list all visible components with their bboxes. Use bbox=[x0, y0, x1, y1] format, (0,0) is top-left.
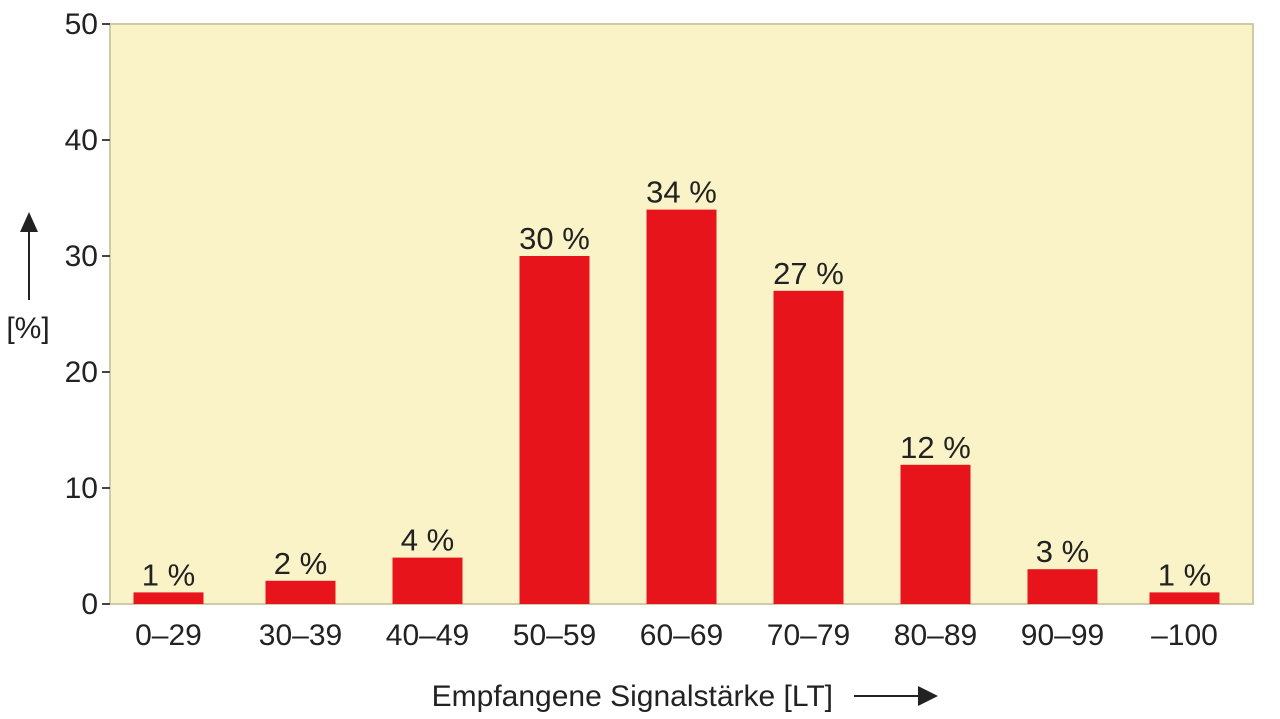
x-tick-label: 80–89 bbox=[894, 619, 977, 652]
y-tick-label: 40 bbox=[65, 124, 98, 157]
bar bbox=[1149, 592, 1220, 604]
x-tick-label: 30–39 bbox=[259, 619, 342, 652]
x-tick-label: 60–69 bbox=[640, 619, 723, 652]
bar bbox=[1027, 569, 1098, 604]
y-axis-arrow bbox=[20, 212, 38, 300]
y-tick-label: 20 bbox=[65, 356, 98, 389]
bars-group: 1 % 2 % 4 % 30 % 34 % 27 % 12 % 3 % 1 % bbox=[133, 175, 1220, 604]
x-axis-title: Empfangene Signalstärke [LT] bbox=[432, 680, 833, 713]
x-tick-label: 0–29 bbox=[135, 619, 202, 652]
y-axis: 0 10 20 30 40 50 bbox=[65, 8, 110, 621]
y-tick-label: 30 bbox=[65, 240, 98, 273]
y-tick-label: 10 bbox=[65, 472, 98, 505]
x-tick-label: –100 bbox=[1151, 619, 1218, 652]
bar bbox=[133, 592, 204, 604]
x-axis-arrow bbox=[854, 686, 938, 706]
bar-data-label: 3 % bbox=[1036, 534, 1089, 569]
y-tick-label: 0 bbox=[81, 588, 98, 621]
x-axis: 0–29 30–39 40–49 50–59 60–69 70–79 80–89 90–99 –… bbox=[135, 619, 1218, 652]
x-tick-label: 70–79 bbox=[767, 619, 850, 652]
bar bbox=[265, 580, 336, 604]
bar-data-label: 1 % bbox=[142, 557, 195, 592]
y-axis-title: [%] bbox=[6, 312, 49, 345]
x-tick-label: 90–99 bbox=[1021, 619, 1104, 652]
bar bbox=[392, 557, 463, 604]
bar bbox=[646, 209, 717, 604]
bar-data-label: 27 % bbox=[773, 256, 844, 291]
bar-data-label: 2 % bbox=[274, 546, 327, 581]
bar bbox=[773, 290, 844, 604]
bar-data-label: 34 % bbox=[646, 175, 717, 210]
bar bbox=[519, 256, 590, 604]
bar-data-label: 1 % bbox=[1158, 557, 1211, 592]
bar-data-label: 4 % bbox=[401, 523, 454, 558]
bar-data-label: 12 % bbox=[900, 430, 971, 465]
x-tick-label: 50–59 bbox=[513, 619, 596, 652]
y-tick-label: 50 bbox=[65, 8, 98, 41]
x-tick-label: 40–49 bbox=[386, 619, 469, 652]
bar bbox=[900, 464, 971, 604]
bar-data-label: 30 % bbox=[519, 221, 590, 256]
